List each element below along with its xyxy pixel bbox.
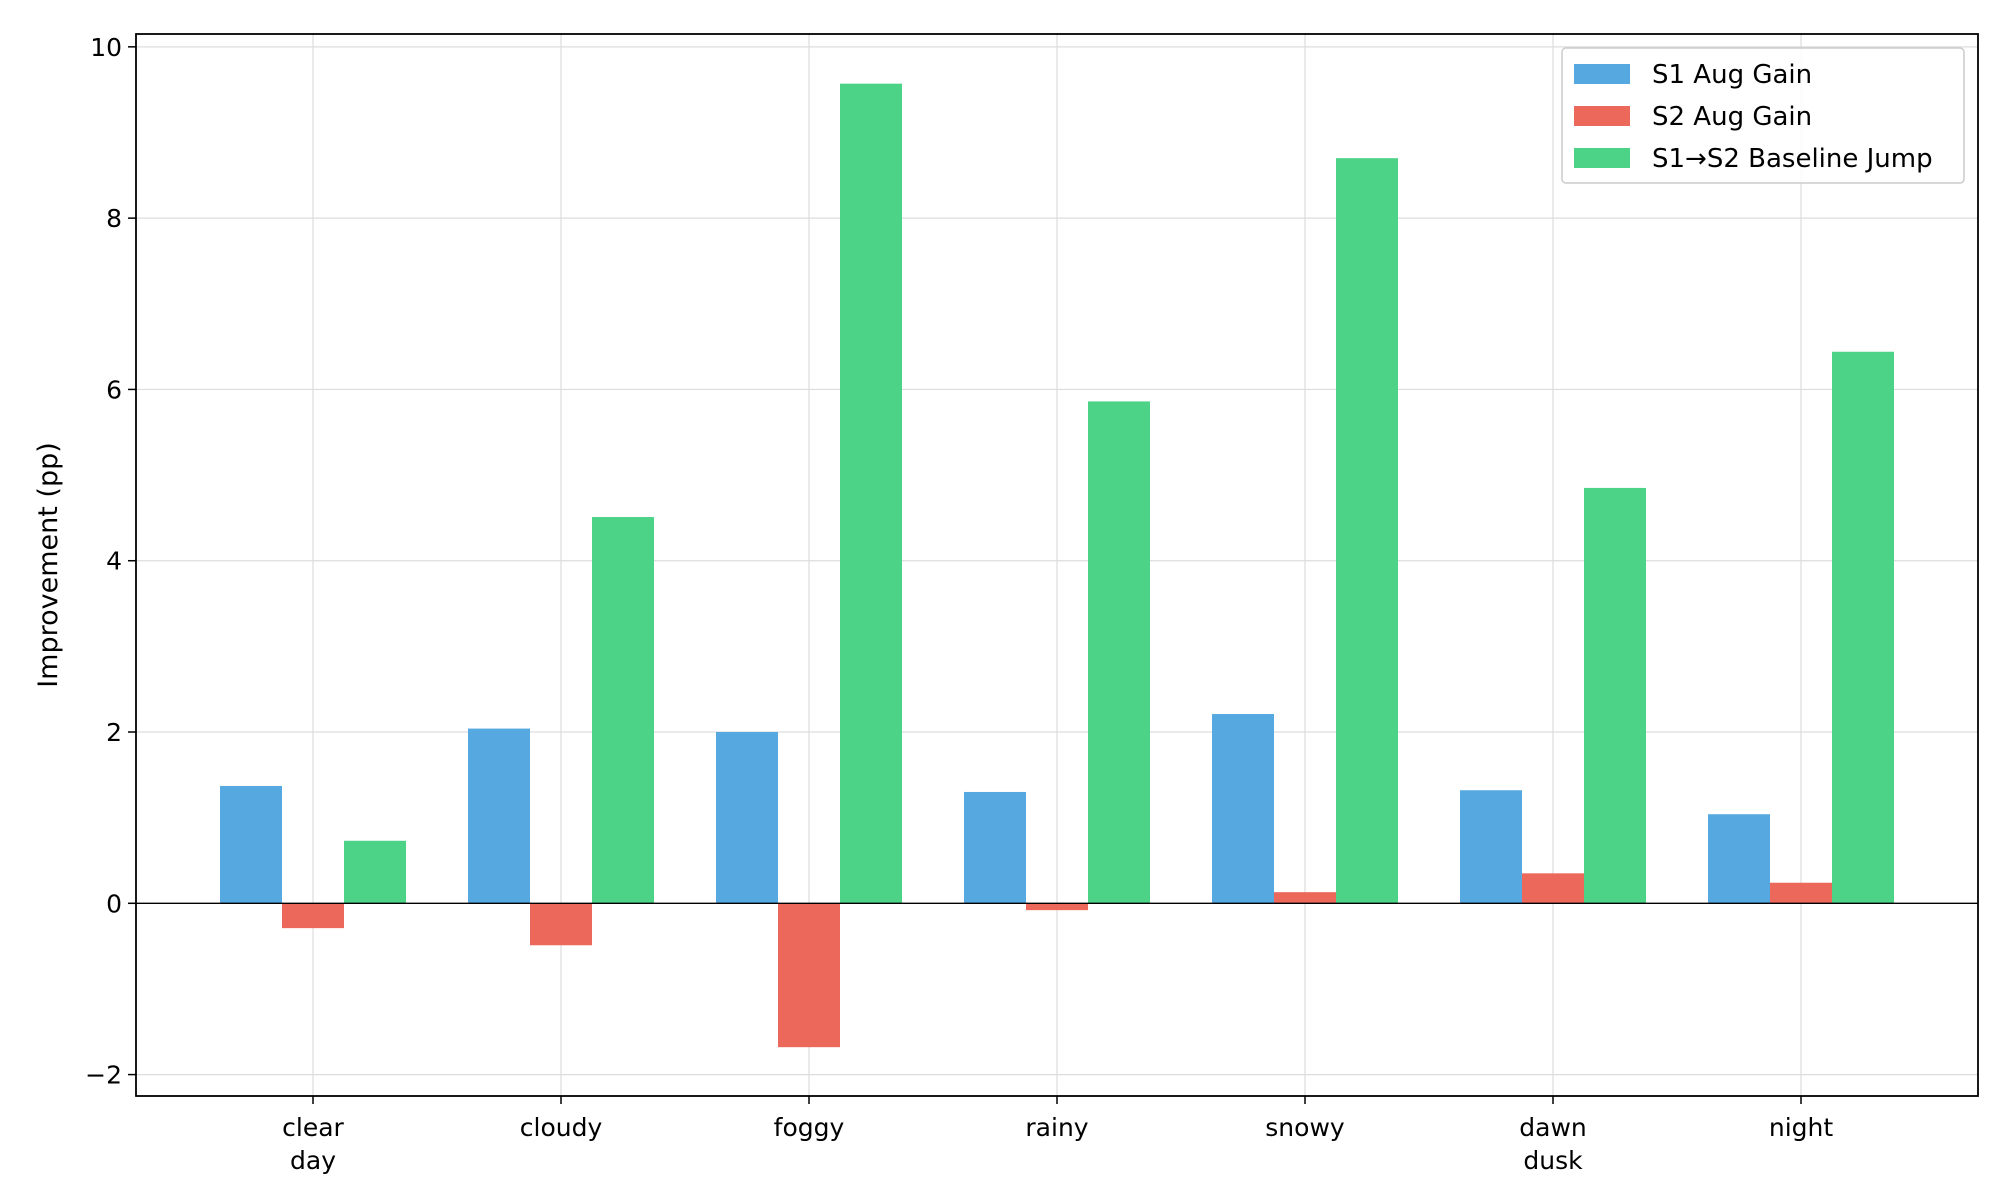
bar — [1212, 714, 1274, 904]
x-tick-label: dawn dusk — [1519, 1113, 1586, 1175]
y-tick-label: 6 — [106, 375, 122, 404]
legend-label: S1 Aug Gain — [1652, 60, 1812, 90]
bar — [1522, 873, 1584, 904]
bar — [530, 903, 592, 946]
y-tick-label: 10 — [90, 33, 122, 62]
x-tick-label: clear day — [282, 1113, 344, 1175]
y-tick-label: −2 — [85, 1061, 122, 1090]
axes-layer: −2 0 2 4 6 8 10 clear day cloudy foggy rainy snowy da… — [33, 33, 1979, 1175]
grid-layer — [136, 34, 1978, 1096]
bar — [840, 83, 902, 904]
x-tick-label: night — [1769, 1113, 1834, 1142]
bar — [282, 903, 344, 929]
y-tick-label: 0 — [106, 889, 122, 918]
bar — [716, 732, 778, 904]
bar — [1460, 790, 1522, 904]
bar — [344, 840, 406, 904]
bar — [778, 903, 840, 1048]
bars-layer — [220, 83, 1894, 1048]
y-axis-label: Improvement (pp) — [33, 442, 64, 688]
bar — [1336, 158, 1398, 904]
bar — [1088, 401, 1150, 904]
bar — [1770, 882, 1832, 904]
y-tick-label: 8 — [106, 204, 122, 233]
x-tick-label: cloudy — [520, 1113, 603, 1142]
bar — [1274, 892, 1336, 904]
bar — [1584, 487, 1646, 904]
bar — [1708, 814, 1770, 904]
bar — [220, 785, 282, 904]
legend-label: S2 Aug Gain — [1652, 102, 1812, 132]
legend-swatch — [1574, 64, 1630, 84]
legend-box — [1561, 47, 1965, 184]
x-tick-label: foggy — [774, 1113, 845, 1142]
bar — [592, 517, 654, 904]
legend: S1 Aug Gain S2 Aug Gain S1→S2 Baseline Jum… — [1561, 47, 1965, 184]
legend-label: S1→S2 Baseline Jump — [1652, 144, 1933, 174]
y-tick-label: 2 — [106, 718, 122, 747]
bar — [1832, 351, 1894, 904]
bar — [468, 728, 530, 904]
x-tick-label: rainy — [1025, 1113, 1088, 1142]
legend-swatch — [1574, 148, 1630, 168]
bar — [964, 791, 1026, 904]
legend-swatch — [1574, 106, 1630, 126]
x-tick-label: snowy — [1265, 1113, 1345, 1142]
bar — [1026, 903, 1088, 911]
y-tick-label: 4 — [106, 547, 122, 576]
